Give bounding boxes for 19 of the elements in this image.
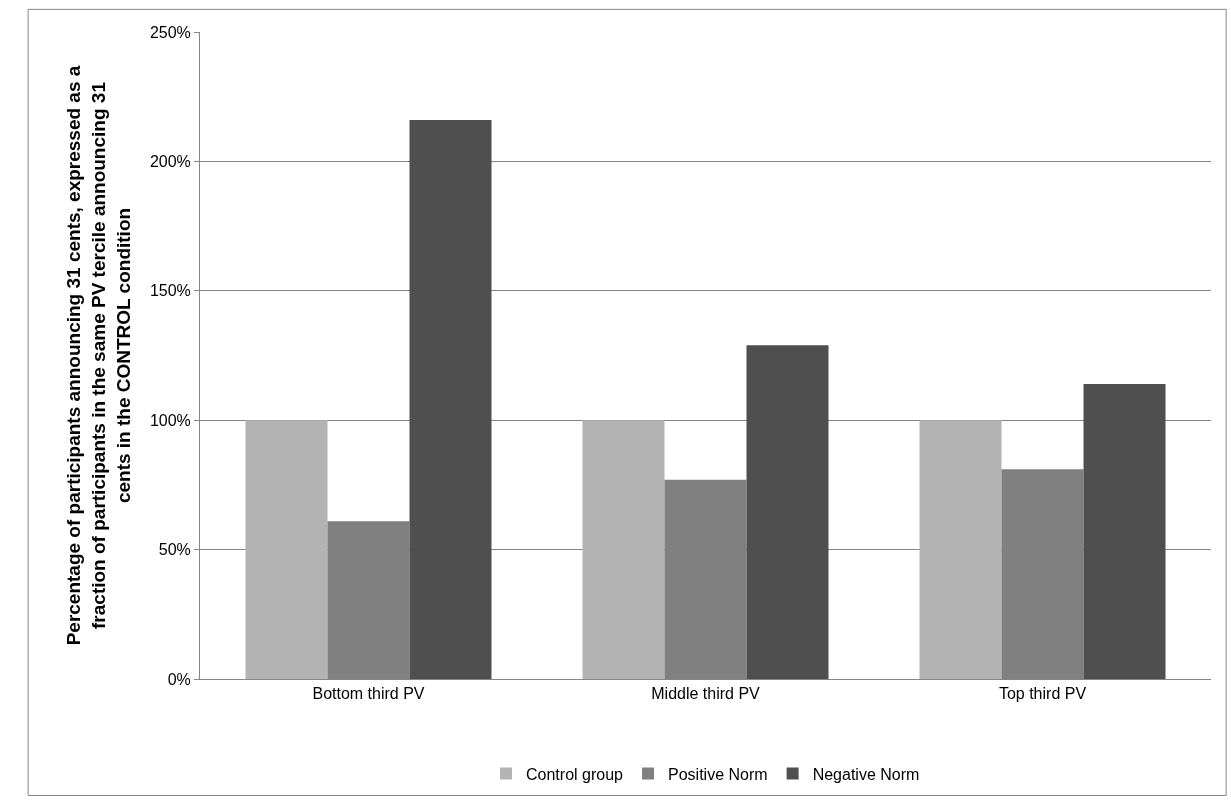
y-tick-label: 100% bbox=[149, 411, 191, 429]
bar bbox=[409, 119, 492, 679]
x-tick-label: Bottom third PV bbox=[312, 685, 425, 703]
x-tick-label: Top third PV bbox=[998, 685, 1087, 703]
y-axis-title: Percentage of participants announcing 31 cents, expressed as a fraction of participants in the same PV tercile announcing 31 cents in the CONTROL condition bbox=[63, 65, 134, 646]
legend-label: Positive Norm bbox=[668, 765, 768, 783]
y-tick-label: 50% bbox=[158, 541, 191, 559]
bar bbox=[1083, 383, 1166, 679]
y-tick-label: 0% bbox=[167, 670, 191, 688]
bar bbox=[582, 420, 665, 679]
legend-label: Negative Norm bbox=[812, 765, 920, 783]
y-tick-label: 200% bbox=[149, 153, 191, 170]
y-tick-label: 250% bbox=[149, 23, 191, 41]
bar bbox=[245, 420, 328, 679]
y-tick-label: 150% bbox=[149, 282, 191, 300]
x-tick-label: Middle third PV bbox=[651, 685, 761, 703]
bar bbox=[746, 345, 829, 679]
legend-label: Control group bbox=[526, 765, 624, 783]
bar bbox=[919, 420, 1002, 679]
